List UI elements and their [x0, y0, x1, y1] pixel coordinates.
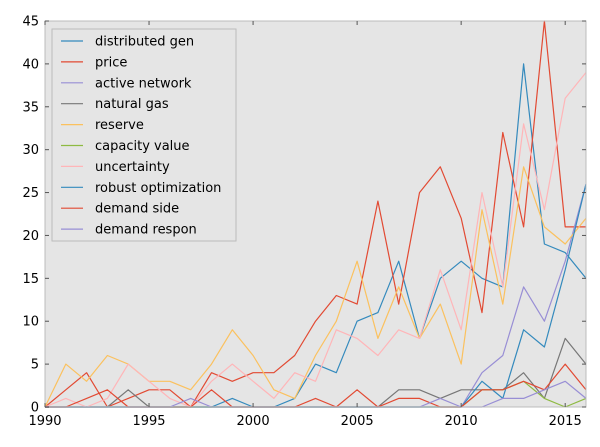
y-tick-label: 35	[22, 100, 39, 115]
x-tick-label: 2005	[341, 414, 374, 429]
legend: distributed gen price active network natura…	[51, 28, 237, 242]
x-tick-label: 1995	[132, 414, 165, 429]
legend-label: price	[95, 55, 127, 70]
x-tick-label: 2015	[549, 414, 582, 429]
y-tick-label: 30	[22, 143, 39, 158]
x-tick-label: 1990	[28, 414, 61, 429]
legend-label: uncertainty	[95, 160, 170, 175]
y-tick-label: 0	[31, 401, 39, 416]
y-tick-label: 25	[22, 186, 39, 201]
legend-label: capacity value	[95, 139, 190, 154]
x-axis: 1990 1995 2000 2005 2010 2015	[28, 21, 582, 429]
series-line-7	[44, 72, 587, 408]
legend-label: robust optimization	[95, 181, 221, 196]
legend-label: demand respon	[95, 223, 197, 238]
y-axis: 0 5 10 15 20 25 30 35 40 45	[22, 15, 586, 416]
legend-label: distributed gen	[95, 35, 194, 50]
legend-label: active network	[95, 76, 192, 91]
legend-label: demand side	[95, 202, 179, 217]
legend-box	[51, 28, 237, 242]
plot-frame	[44, 20, 587, 408]
legend-label: natural gas	[95, 97, 169, 112]
y-tick-label: 10	[22, 315, 39, 330]
y-tick-label: 20	[22, 229, 39, 244]
y-tick-label: 15	[22, 272, 39, 287]
y-tick-label: 45	[22, 15, 39, 30]
x-tick-label: 2010	[445, 414, 478, 429]
y-tick-label: 5	[31, 358, 39, 373]
legend-label: reserve	[95, 118, 144, 133]
x-tick-label: 2000	[237, 414, 270, 429]
y-tick-label: 40	[22, 57, 39, 72]
